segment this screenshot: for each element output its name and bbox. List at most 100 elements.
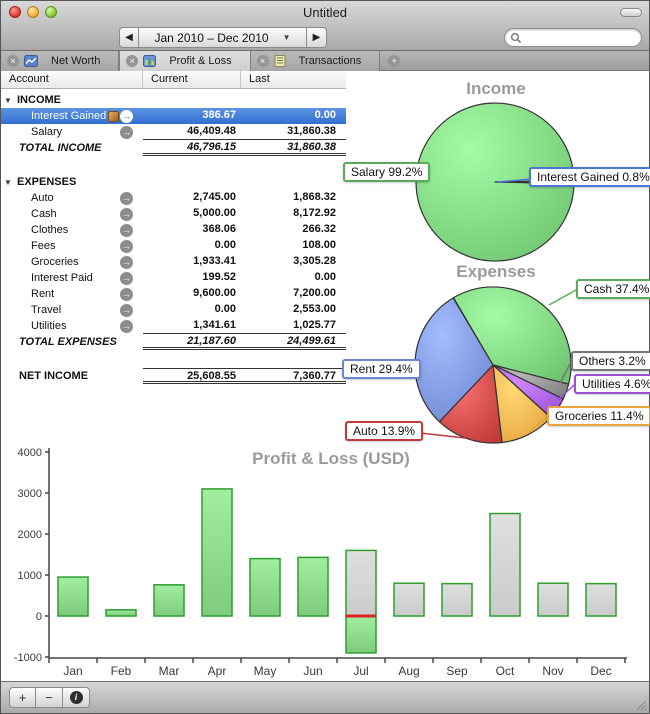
pie-slice-label: Others 3.2% [571,351,650,371]
table-row[interactable]: Utilities → 1,341.61 1,025.77 [1,318,346,334]
table-row[interactable]: Rent → 9,600.00 7,200.00 [1,286,346,302]
close-window-button[interactable] [9,6,21,18]
column-header-account[interactable]: Account [1,71,143,88]
tab-net-worth[interactable]: × Net Worth [1,51,120,71]
account-name: TOTAL INCOME [1,140,143,156]
last-value: 2,553.00 [293,303,336,315]
pie-slice-auto [438,364,503,444]
open-account-arrow-button[interactable]: → [120,208,133,221]
table-row[interactable]: Groceries → 1,933.41 3,305.28 [1,254,346,270]
bar-feb [105,609,137,617]
info-button[interactable]: i [63,687,90,708]
table-row[interactable]: Clothes → 368.06 266.32 [1,222,346,238]
table-row[interactable]: Interest Gained → 386.67 0.00 [1,108,346,124]
remove-account-button[interactable]: − [36,687,63,708]
tab-profit-and-loss[interactable]: × Profit & Loss [119,51,251,71]
open-account-arrow-button[interactable]: → [120,288,133,301]
bar-jun [297,556,329,617]
bar-jan [57,576,89,617]
open-account-arrow-button[interactable]: → [120,126,133,139]
last-value: 31,860.38 [241,124,346,140]
resize-grip[interactable] [633,697,647,711]
minimize-window-button[interactable] [27,6,39,18]
table-row[interactable]: Auto → 2,745.00 1,868.32 [1,190,346,206]
last-value: 1,025.77 [241,318,346,334]
account-label: Auto [31,192,54,204]
table-row: ▼ EXPENSES [1,174,346,190]
zoom-window-button[interactable] [45,6,57,18]
previous-period-button[interactable]: ◀ [119,27,139,48]
close-tab-icon[interactable]: × [256,55,269,67]
account-name: Cash → [1,206,143,222]
search-input[interactable] [522,31,630,44]
table-row[interactable]: Salary → 46,409.48 31,860.38 [1,124,346,140]
search-field[interactable] [504,28,642,47]
account-name: Rent → [1,286,143,302]
last-value: 0.00 [314,271,336,283]
bar-apr [201,488,233,617]
last-value: 1,868.32 [293,191,336,203]
next-period-button[interactable]: ▶ [307,27,327,48]
current-value: 0.00 [214,303,236,315]
disclosure-triangle-icon[interactable]: ▼ [4,178,12,187]
column-header-current[interactable]: Current [143,71,241,88]
titlebar[interactable]: Untitled [1,1,649,23]
open-account-arrow-button[interactable]: → [120,304,133,317]
table-header: Account Current Last [1,71,346,89]
x-axis-month-label: Jan [63,664,82,678]
add-icon: + [388,54,401,67]
account-name: NET INCOME [1,368,143,384]
current-value: 199.52 [202,271,236,283]
open-account-arrow-button[interactable]: → [120,224,133,237]
table-row[interactable]: Travel → 0.00 2,553.00 [1,302,346,318]
close-tab-icon[interactable]: × [126,55,139,67]
open-account-arrow-button[interactable]: → [120,240,133,253]
y-axis-tick-label: -1000 [14,652,42,664]
table-row: NET INCOME 25,608.55 7,360.77 [1,368,346,384]
y-axis-tick-label: 0 [36,611,42,623]
add-account-button[interactable]: + [9,687,36,708]
x-axis-month-label: Apr [208,664,227,678]
x-axis-month-label: Feb [111,664,132,678]
account-label: Fees [31,240,56,252]
open-account-arrow-button[interactable]: → [120,320,133,333]
disclosure-triangle-icon[interactable]: ▼ [4,96,12,105]
account-name: Interest Paid → [1,270,143,286]
current-value: 46,409.48 [143,124,241,140]
close-tab-icon[interactable]: × [7,55,19,67]
x-axis-month-label: Aug [398,664,419,678]
bar-aug [393,582,425,617]
toolbar-toggle-pill[interactable] [620,8,642,17]
open-account-arrow-button[interactable]: → [120,272,133,285]
x-axis-month-label: Sep [446,664,468,678]
table-row[interactable]: Interest Paid → 199.52 0.00 [1,270,346,286]
pie-slice-rent [414,297,494,423]
account-label: Cash [31,208,57,220]
account-label: NET INCOME [19,370,89,382]
bar-jul [345,615,377,654]
account-label: Salary [31,126,63,138]
window-chrome: Untitled ◀ Jan 2010 – Dec 2010 ▼ ▶ [1,1,649,51]
current-value: 368.06 [202,223,236,235]
date-range-dropdown[interactable]: Jan 2010 – Dec 2010 ▼ [139,27,307,48]
bar-may [249,557,281,617]
column-header-last[interactable]: Last [249,73,270,85]
account-name: Salary → [1,124,143,140]
bar-nov [537,582,569,617]
x-axis-month-label: Mar [159,664,180,678]
add-tab-button[interactable]: + [380,51,408,70]
table-row[interactable]: Fees → 0.00 108.00 [1,238,346,254]
last-value: 108.00 [302,239,336,251]
open-account-arrow-button[interactable]: → [120,192,133,205]
account-name: ▼ INCOME [1,92,143,108]
income-pie-title: Income [466,79,526,98]
pie-slice-salary [415,102,575,262]
open-account-arrow-button[interactable]: → [120,110,133,123]
account-label: Interest Paid [31,272,93,284]
tab-transactions[interactable]: × Transactions [250,51,381,71]
y-axis-tick-label: 3000 [18,488,42,500]
table-row[interactable]: Cash → 5,000.00 8,172.92 [1,206,346,222]
table-rows: ▼ INCOME Interest Gained → 386.67 0.00 Salary →… [1,89,346,384]
account-label: EXPENSES [17,176,77,188]
open-account-arrow-button[interactable]: → [120,256,133,269]
